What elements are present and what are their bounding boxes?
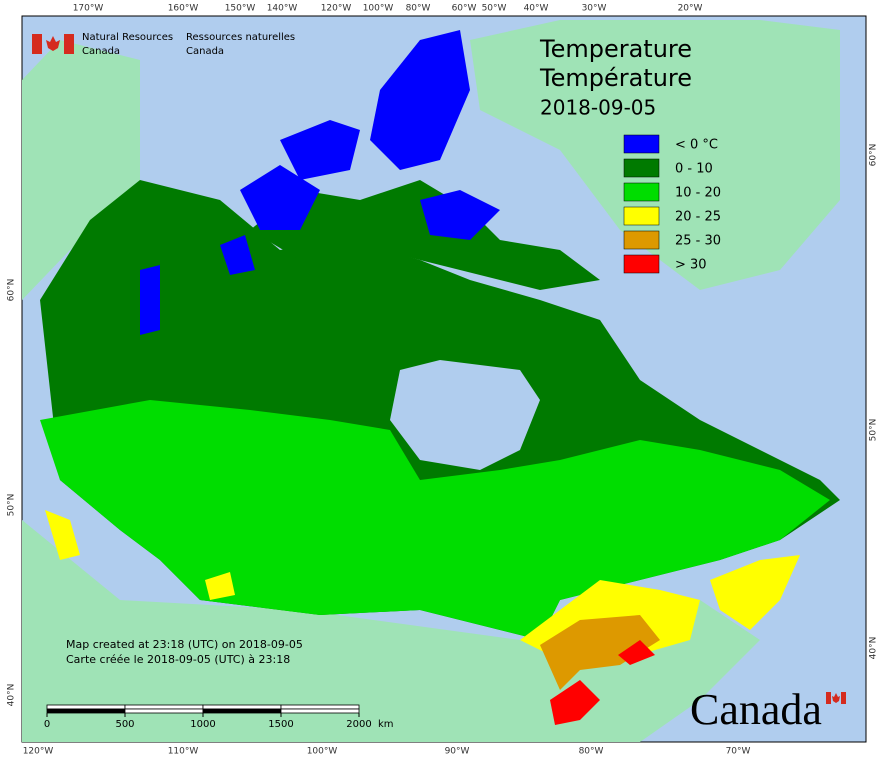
graticule-label: 60°N — [869, 144, 879, 167]
scale-label: 0 — [44, 719, 50, 730]
graticule-label: 40°N — [7, 684, 17, 707]
graticule-label: 170°W — [73, 4, 104, 14]
scale-segment — [280, 704, 360, 710]
scale-unit: km — [378, 719, 394, 730]
note: Carte créée le 2018-09-05 (UTC) à 23:18 — [66, 653, 290, 666]
title: Température — [539, 64, 692, 92]
land — [22, 20, 840, 742]
scale-segment — [280, 708, 360, 714]
graticule-label: 150°W — [225, 4, 256, 14]
department-en: Canada — [82, 46, 120, 57]
scale-segment — [46, 708, 126, 714]
date: 2018-09-05 — [540, 96, 656, 120]
graticule-label: 90°W — [445, 747, 470, 757]
graticule-label: 140°W — [267, 4, 298, 14]
graticule-label: 110°W — [168, 747, 199, 757]
graticule-label: 80°W — [406, 4, 431, 14]
graticule-label: 40°W — [524, 4, 549, 14]
logo — [32, 34, 74, 54]
graticule-label: 50°N — [7, 494, 17, 517]
graticule-label: 70°W — [726, 747, 751, 757]
graticule-label: 50°N — [869, 419, 879, 442]
graticule-label: 30°W — [582, 4, 607, 14]
scale-label: 500 — [115, 719, 134, 730]
legend-label: 20 - 25 — [675, 210, 721, 225]
graticule-label: 80°W — [579, 747, 604, 757]
scale-segment — [124, 704, 204, 710]
graticule-label: 20°W — [678, 4, 703, 14]
legend-swatch — [623, 230, 660, 250]
legend-swatch — [623, 182, 660, 202]
graticule-label: 50°W — [482, 4, 507, 14]
graticule-label: 100°W — [363, 4, 394, 14]
scale-segment — [124, 708, 204, 714]
scale-segment — [202, 704, 282, 710]
graticule-label: 120°W — [321, 4, 352, 14]
department-en: Natural Resources — [82, 32, 173, 43]
wordmark-flag — [826, 692, 846, 704]
legend-swatch — [623, 254, 660, 274]
legend-label: 25 - 30 — [675, 234, 721, 249]
scale-label: 1500 — [268, 719, 293, 730]
legend-swatch — [623, 206, 660, 226]
graticule-label: 60°N — [7, 279, 17, 302]
scale-segment — [46, 704, 126, 710]
legend-swatch — [623, 134, 660, 154]
graticule-label: 40°N — [869, 637, 879, 660]
graticule-label: 60°W — [452, 4, 477, 14]
legend-label: 10 - 20 — [675, 186, 721, 201]
legend-swatch — [623, 158, 660, 178]
scale-segment — [202, 708, 282, 714]
department-fr: Ressources naturelles — [186, 32, 295, 43]
graticule-label: 120°W — [23, 747, 54, 757]
scale-label: 2000 — [346, 719, 371, 730]
graticule-label: 160°W — [168, 4, 199, 14]
title: Temperature — [539, 35, 692, 63]
department-fr: Canada — [186, 46, 224, 57]
legend-label: 0 - 10 — [675, 162, 713, 177]
wordmark: Canada — [690, 685, 822, 734]
legend-label: > 30 — [675, 258, 707, 273]
note: Map created at 23:18 (UTC) on 2018-09-05 — [66, 638, 303, 651]
legend-label: < 0 °C — [675, 138, 718, 153]
scale-label: 1000 — [190, 719, 215, 730]
graticule-label: 100°W — [307, 747, 338, 757]
